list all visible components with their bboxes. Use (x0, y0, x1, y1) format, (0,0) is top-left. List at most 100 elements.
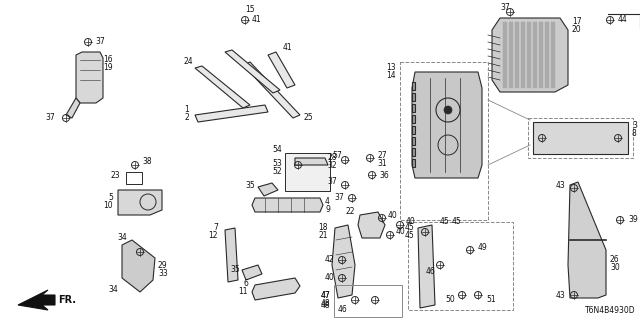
Text: 34: 34 (108, 285, 118, 294)
Text: 37: 37 (327, 178, 337, 187)
Polygon shape (412, 93, 415, 101)
Text: 43: 43 (556, 180, 565, 189)
Polygon shape (252, 278, 300, 300)
Text: 36: 36 (379, 171, 388, 180)
Text: 46: 46 (338, 306, 348, 315)
Text: 31: 31 (377, 158, 387, 167)
Polygon shape (492, 18, 568, 92)
Text: 2: 2 (184, 114, 189, 123)
Text: 16: 16 (103, 55, 113, 65)
Text: 17: 17 (572, 18, 582, 27)
Polygon shape (545, 22, 549, 88)
Polygon shape (225, 50, 280, 93)
Polygon shape (412, 159, 415, 167)
Text: 1: 1 (184, 106, 189, 115)
Text: 45: 45 (440, 218, 450, 227)
Text: 13: 13 (387, 63, 396, 73)
Polygon shape (568, 182, 606, 298)
Text: 50: 50 (445, 295, 455, 305)
Polygon shape (195, 105, 268, 122)
Polygon shape (412, 72, 482, 178)
Bar (334, 285, 402, 317)
Polygon shape (539, 22, 543, 88)
Polygon shape (18, 290, 55, 310)
Text: 47: 47 (320, 291, 330, 300)
Text: 27: 27 (377, 150, 387, 159)
Text: 43: 43 (556, 291, 565, 300)
Text: 57: 57 (332, 150, 342, 159)
Polygon shape (521, 22, 525, 88)
Text: 37: 37 (95, 37, 105, 46)
Text: 40: 40 (388, 211, 397, 220)
Polygon shape (412, 126, 415, 134)
Text: 45: 45 (404, 231, 414, 241)
Text: FR.: FR. (58, 295, 76, 305)
Polygon shape (242, 265, 262, 280)
Polygon shape (509, 22, 513, 88)
Text: 22: 22 (346, 207, 355, 217)
Polygon shape (295, 158, 328, 165)
Text: 4: 4 (325, 197, 330, 206)
Text: 46: 46 (425, 268, 435, 276)
Text: 11: 11 (239, 286, 248, 295)
Polygon shape (122, 240, 155, 292)
Text: 25: 25 (303, 114, 312, 123)
Text: 6: 6 (243, 278, 248, 287)
Text: 49: 49 (478, 244, 488, 252)
Text: 3: 3 (632, 121, 637, 130)
Text: 41: 41 (252, 15, 262, 25)
Polygon shape (195, 66, 250, 108)
Polygon shape (118, 190, 162, 215)
Polygon shape (533, 22, 537, 88)
Polygon shape (243, 62, 300, 118)
Bar (408, 222, 513, 310)
Text: 15: 15 (245, 5, 255, 14)
Text: 21: 21 (319, 231, 328, 241)
Text: 32: 32 (328, 161, 337, 170)
Polygon shape (258, 183, 278, 196)
Text: 14: 14 (387, 71, 396, 81)
Text: 51: 51 (486, 295, 495, 305)
Text: 53: 53 (272, 158, 282, 167)
Polygon shape (412, 115, 415, 123)
Bar (400, 62, 488, 220)
Text: 23: 23 (110, 171, 120, 180)
Text: 7: 7 (213, 223, 218, 233)
Text: 45: 45 (452, 218, 461, 227)
Text: 40: 40 (406, 218, 416, 227)
Text: 37: 37 (500, 4, 510, 12)
Text: 20: 20 (572, 26, 582, 35)
Bar (126, 172, 142, 184)
Text: 37: 37 (45, 114, 55, 123)
Text: 42: 42 (324, 255, 334, 265)
Text: 5: 5 (108, 193, 113, 202)
Bar (528, 118, 633, 158)
Text: 24: 24 (184, 58, 193, 67)
Polygon shape (252, 198, 323, 212)
Text: 48: 48 (321, 300, 330, 309)
Text: 30: 30 (610, 263, 620, 273)
Text: 39: 39 (628, 215, 637, 225)
Polygon shape (515, 22, 519, 88)
Polygon shape (533, 122, 628, 154)
Polygon shape (76, 52, 103, 103)
Polygon shape (412, 104, 415, 112)
Polygon shape (418, 225, 435, 308)
Text: 35: 35 (230, 266, 240, 275)
Text: 48: 48 (321, 299, 330, 308)
Text: 19: 19 (103, 63, 113, 73)
Text: 28: 28 (328, 153, 337, 162)
Text: 34: 34 (117, 234, 127, 243)
Text: 35: 35 (245, 180, 255, 189)
Polygon shape (358, 212, 385, 238)
Polygon shape (66, 98, 80, 118)
Text: 37: 37 (334, 194, 344, 203)
Text: 29: 29 (158, 260, 168, 269)
Polygon shape (225, 228, 238, 282)
Text: 52: 52 (273, 166, 282, 175)
Circle shape (444, 106, 452, 114)
Text: 54: 54 (272, 146, 282, 155)
Text: 45: 45 (404, 223, 414, 233)
Text: 26: 26 (610, 255, 620, 265)
Text: 18: 18 (319, 223, 328, 233)
